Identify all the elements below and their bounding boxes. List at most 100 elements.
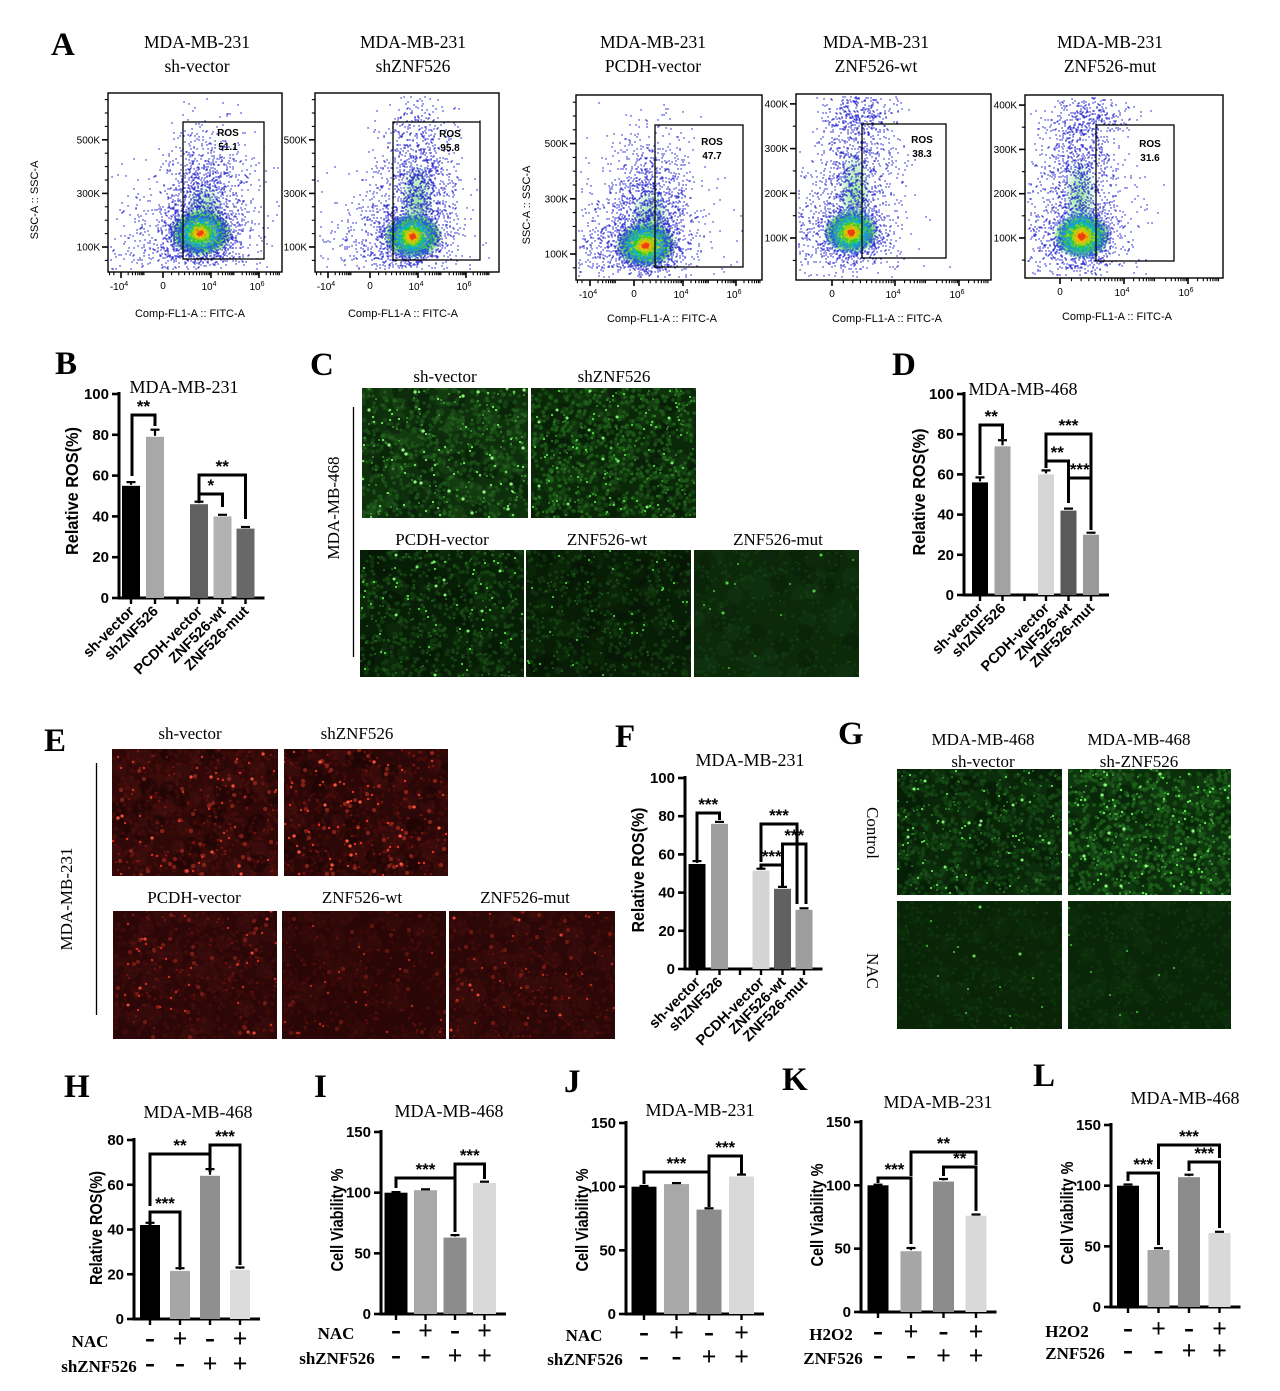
svg-text:-: - — [145, 1321, 155, 1354]
svg-text:60: 60 — [107, 1177, 124, 1194]
svg-text:shZNF526: shZNF526 — [321, 724, 394, 743]
svg-text:300K: 300K — [284, 189, 308, 200]
svg-text:500K: 500K — [284, 135, 308, 146]
svg-text:31.6: 31.6 — [1140, 153, 1160, 164]
svg-text:C: C — [310, 347, 334, 383]
svg-text:104: 104 — [201, 281, 216, 293]
svg-text:ZNF526: ZNF526 — [803, 1349, 863, 1368]
svg-text:100: 100 — [346, 1185, 371, 1202]
svg-text:***: *** — [460, 1146, 480, 1165]
svg-text:100K: 100K — [284, 243, 308, 254]
svg-text:100: 100 — [929, 386, 954, 403]
svg-text:ROS: ROS — [217, 128, 239, 139]
svg-text:40: 40 — [107, 1222, 124, 1239]
svg-text:MDA-MB-468: MDA-MB-468 — [1130, 1088, 1239, 1108]
svg-text:Cell Viability %: Cell Viability % — [807, 1163, 827, 1266]
svg-text:***: *** — [1059, 416, 1079, 435]
svg-text:-: - — [450, 1313, 460, 1346]
svg-text:sh-ZNF526: sh-ZNF526 — [1100, 752, 1178, 771]
svg-text:-: - — [175, 1346, 185, 1379]
svg-text:-: - — [391, 1313, 401, 1346]
svg-text:20: 20 — [937, 547, 954, 564]
svg-text:47.7: 47.7 — [702, 151, 722, 162]
svg-text:-104: -104 — [579, 289, 597, 301]
svg-text:Relative ROS(%): Relative ROS(%) — [86, 1171, 106, 1285]
svg-text:ROS: ROS — [701, 137, 723, 148]
svg-text:500K: 500K — [545, 139, 569, 150]
svg-text:-: - — [672, 1339, 682, 1372]
svg-text:20: 20 — [658, 923, 675, 940]
svg-text:**: ** — [173, 1136, 187, 1155]
svg-text:MDA-MB-468: MDA-MB-468 — [394, 1101, 503, 1121]
svg-text:150: 150 — [346, 1124, 371, 1141]
svg-text:40: 40 — [937, 507, 954, 524]
svg-text:-: - — [873, 1338, 883, 1371]
svg-text:ROS: ROS — [911, 135, 933, 146]
svg-text:J: J — [564, 1064, 581, 1100]
svg-text:+: + — [173, 1324, 188, 1353]
svg-text:***: *** — [416, 1160, 436, 1179]
svg-text:ZNF526-mut: ZNF526-mut — [1064, 56, 1157, 76]
svg-text:ZNF526-mut: ZNF526-mut — [480, 888, 570, 907]
svg-text:-: - — [205, 1321, 215, 1354]
svg-text:Cell Viability %: Cell Viability % — [1057, 1161, 1077, 1264]
svg-text:-: - — [906, 1338, 916, 1371]
svg-text:+: + — [669, 1318, 684, 1347]
svg-text:100: 100 — [826, 1177, 851, 1194]
svg-text:PCDH-vector: PCDH-vector — [605, 56, 701, 76]
svg-text:+: + — [1182, 1336, 1197, 1365]
svg-text:Comp-FL1-A :: FITC-A: Comp-FL1-A :: FITC-A — [832, 313, 943, 325]
svg-text:Cell Viability %: Cell Viability % — [327, 1168, 347, 1271]
svg-text:**: ** — [985, 407, 999, 426]
svg-text:-: - — [704, 1315, 714, 1348]
svg-text:ZNF526-wt: ZNF526-wt — [322, 888, 403, 907]
svg-text:ROS: ROS — [439, 129, 461, 140]
svg-text:40: 40 — [92, 508, 109, 525]
svg-text:MDA-MB-231: MDA-MB-231 — [645, 1100, 754, 1120]
svg-text:Relative ROS(%): Relative ROS(%) — [909, 429, 929, 556]
svg-text:0: 0 — [367, 281, 373, 292]
svg-text:100: 100 — [650, 770, 675, 787]
svg-text:-: - — [639, 1315, 649, 1348]
svg-text:+: + — [233, 1324, 248, 1353]
svg-text:F: F — [615, 719, 635, 755]
svg-text:38.3: 38.3 — [912, 149, 932, 160]
svg-text:***: *** — [1179, 1127, 1199, 1146]
svg-text:H2O2: H2O2 — [809, 1325, 852, 1344]
svg-text:ROS: ROS — [1139, 139, 1161, 150]
svg-text:-: - — [1123, 1333, 1133, 1366]
svg-text:500K: 500K — [77, 135, 101, 146]
svg-text:+: + — [233, 1349, 248, 1378]
svg-text:-104: -104 — [110, 281, 128, 293]
svg-text:0: 0 — [631, 289, 637, 300]
svg-text:80: 80 — [658, 808, 675, 825]
svg-text:MDA-MB-231: MDA-MB-231 — [883, 1092, 992, 1112]
svg-text:0: 0 — [843, 1304, 851, 1321]
svg-text:A: A — [51, 27, 75, 63]
svg-text:shZNF526: shZNF526 — [299, 1349, 375, 1368]
svg-text:Comp-FL1-A :: FITC-A: Comp-FL1-A :: FITC-A — [348, 308, 459, 320]
svg-text:I: I — [314, 1069, 327, 1105]
svg-text:ZNF526: ZNF526 — [1045, 1344, 1105, 1363]
svg-text:Control: Control — [863, 807, 882, 859]
svg-text:300K: 300K — [765, 144, 789, 155]
svg-text:-: - — [639, 1339, 649, 1372]
svg-text:ZNF526-wt: ZNF526-wt — [835, 56, 918, 76]
svg-text:-: - — [1184, 1311, 1194, 1344]
svg-text:+: + — [1212, 1314, 1227, 1343]
svg-text:50: 50 — [599, 1242, 616, 1259]
svg-text:60: 60 — [937, 466, 954, 483]
svg-text:*: * — [207, 476, 214, 495]
svg-text:***: *** — [769, 806, 789, 825]
svg-text:60: 60 — [92, 468, 109, 485]
svg-text:104: 104 — [885, 289, 900, 301]
svg-text:150: 150 — [826, 1114, 851, 1131]
svg-text:PCDH-vector: PCDH-vector — [147, 888, 241, 907]
svg-text:+: + — [1151, 1314, 1166, 1343]
svg-text:MDA-MB-231: MDA-MB-231 — [1057, 32, 1163, 52]
svg-text:0: 0 — [101, 590, 109, 607]
svg-text:MDA-MB-231: MDA-MB-231 — [695, 750, 804, 770]
svg-text:+: + — [734, 1342, 749, 1371]
svg-text:D: D — [892, 347, 916, 383]
svg-text:-: - — [1123, 1311, 1133, 1344]
